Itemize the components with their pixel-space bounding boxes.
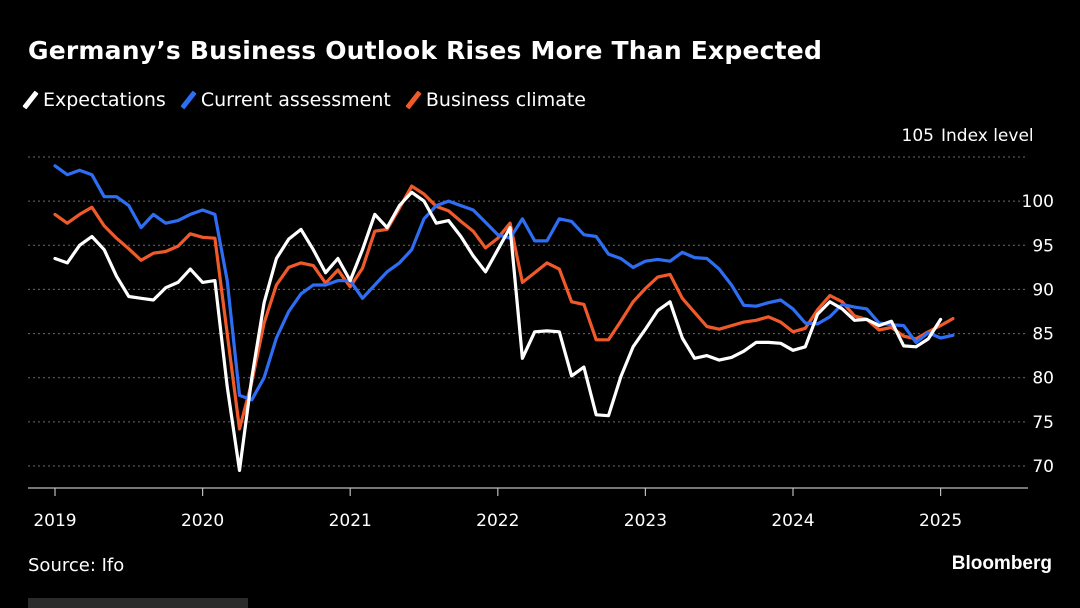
y-tick-label-95: 95 xyxy=(1032,236,1054,256)
legend-item-business-climate: Business climate xyxy=(405,89,586,111)
y-tick-label-80: 80 xyxy=(1032,369,1054,389)
bloomberg-logo: Bloomberg xyxy=(951,553,1052,574)
grid-layer xyxy=(28,156,1028,467)
series-layer xyxy=(53,164,955,472)
legend-label-current-assessment: Current assessment xyxy=(200,89,391,111)
legend-item-current-assessment: Current assessment xyxy=(180,89,391,111)
legend-label-expectations: Expectations xyxy=(43,89,166,111)
x-tick-label-2020: 2020 xyxy=(181,511,224,531)
y-axis-label: Index level xyxy=(941,126,1034,146)
y-tick-label-75: 75 xyxy=(1032,413,1054,433)
footer-bar xyxy=(28,598,248,608)
x-tick-label-2023: 2023 xyxy=(624,511,667,531)
axis-layer xyxy=(28,487,1028,496)
legend: Expectations Current assessment Business… xyxy=(22,86,606,114)
x-tick-label-2021: 2021 xyxy=(329,511,372,531)
x-tick-label-2024: 2024 xyxy=(771,511,814,531)
y-tick-label-70: 70 xyxy=(1032,457,1054,477)
label-layer: 70 75 80 85 90 95 100 105 Index level 2019 2020 202… xyxy=(33,126,1054,531)
y-tick-label-100: 100 xyxy=(1022,192,1054,212)
legend-item-expectations: Expectations xyxy=(22,89,166,111)
legend-label-business-climate: Business climate xyxy=(425,89,586,111)
y-tick-label-105: 105 xyxy=(902,126,934,146)
series-line-expectations xyxy=(53,190,943,472)
x-tick-label-2019: 2019 xyxy=(33,511,76,531)
x-tick-label-2025: 2025 xyxy=(919,511,962,531)
x-tick-label-2022: 2022 xyxy=(476,511,519,531)
series-line-business-climate xyxy=(53,184,955,431)
source-note: Source: Ifo xyxy=(28,555,125,576)
y-tick-label-85: 85 xyxy=(1032,325,1054,345)
chart-title: Germany’s Business Outlook Rises More Th… xyxy=(28,36,823,65)
y-tick-label-90: 90 xyxy=(1032,280,1054,300)
